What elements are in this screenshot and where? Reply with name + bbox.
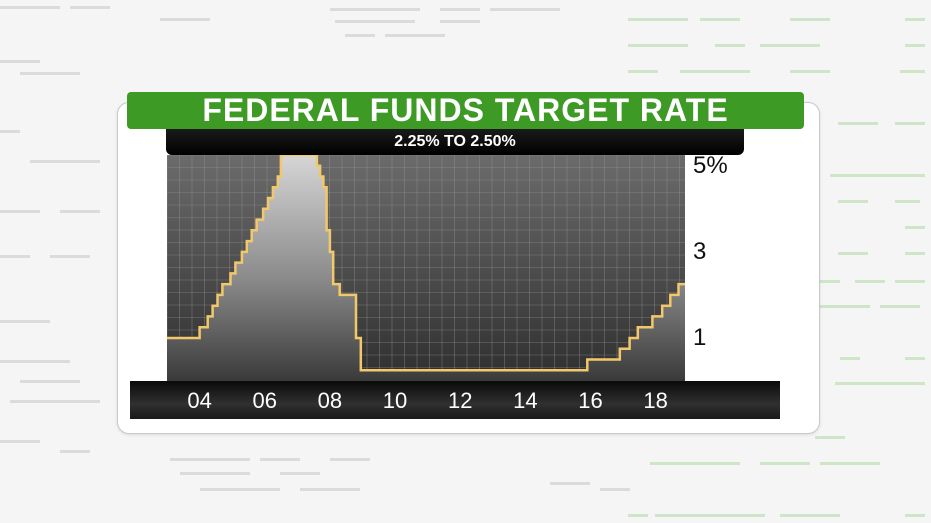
- x-tick-label: 18: [631, 390, 681, 412]
- chart-subtitle: 2.25% TO 2.50%: [394, 133, 516, 151]
- x-tick-label: 14: [500, 390, 550, 412]
- x-tick-label: 12: [435, 390, 485, 412]
- y-tick-label: 1: [693, 326, 706, 350]
- y-tick-label: 5%: [693, 154, 728, 178]
- y-tick-label: 3: [693, 240, 706, 264]
- x-tick-label: 10: [370, 390, 420, 412]
- x-tick-label: 16: [566, 390, 616, 412]
- x-tick-label: 06: [240, 390, 290, 412]
- plot-area: [167, 155, 685, 381]
- x-tick-label: 04: [175, 390, 225, 412]
- chart-title: FEDERAL FUNDS TARGET RATE: [202, 92, 728, 129]
- x-tick-label: 08: [305, 390, 355, 412]
- chart-subtitle-banner: 2.25% TO 2.50%: [166, 129, 744, 155]
- chart-title-banner: FEDERAL FUNDS TARGET RATE: [127, 92, 804, 129]
